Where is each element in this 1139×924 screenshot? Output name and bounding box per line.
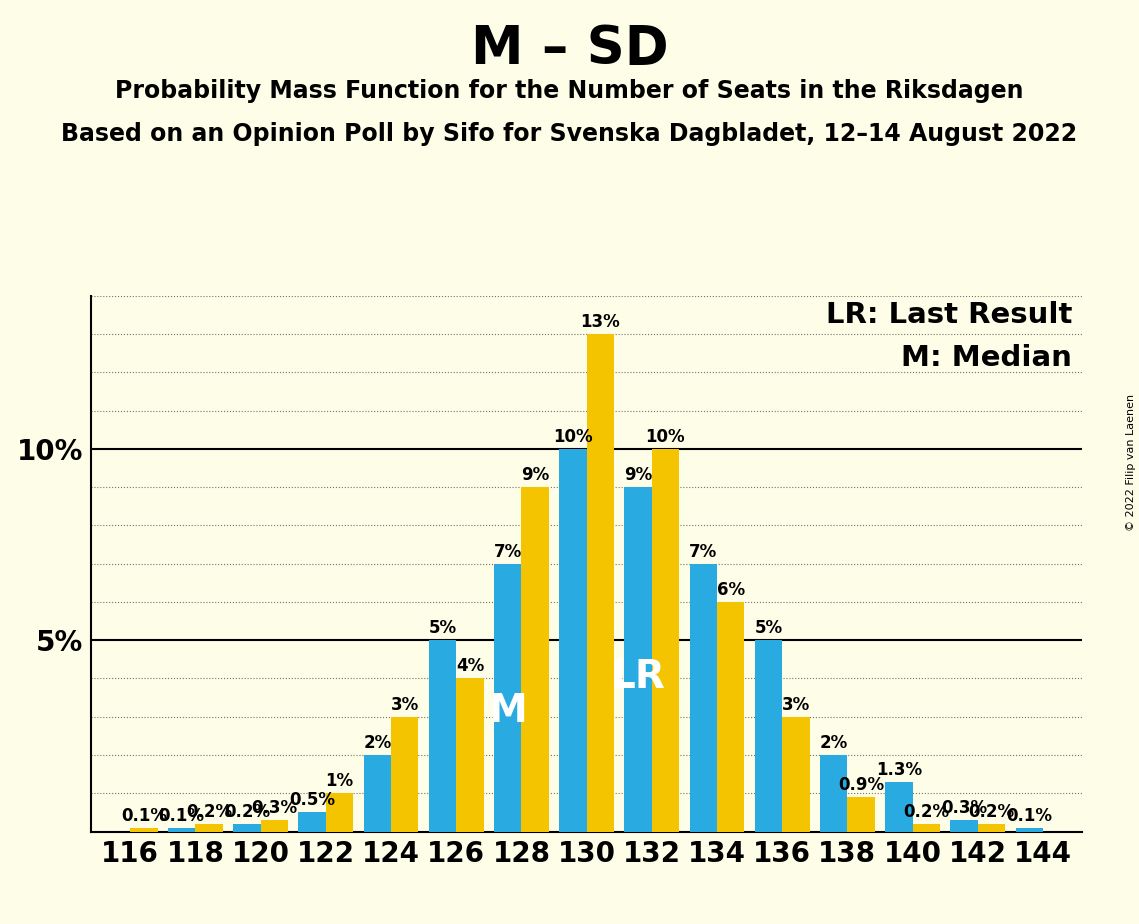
Bar xyxy=(130,828,157,832)
Text: 9%: 9% xyxy=(521,466,549,484)
Text: 6%: 6% xyxy=(716,581,745,599)
Text: 0.3%: 0.3% xyxy=(252,799,297,817)
Text: 2%: 2% xyxy=(820,734,847,752)
Text: 5%: 5% xyxy=(428,619,457,638)
Text: 10%: 10% xyxy=(646,428,686,445)
Bar xyxy=(716,602,745,832)
Text: LR: Last Result: LR: Last Result xyxy=(826,301,1072,329)
Text: LR: LR xyxy=(611,658,665,696)
Text: 0.2%: 0.2% xyxy=(903,803,949,821)
Text: 2%: 2% xyxy=(363,734,392,752)
Text: 1%: 1% xyxy=(326,772,353,790)
Text: 0.1%: 0.1% xyxy=(158,807,205,825)
Text: 13%: 13% xyxy=(581,313,620,331)
Bar xyxy=(782,717,810,832)
Bar xyxy=(1016,828,1043,832)
Text: Based on an Opinion Poll by Sifo for Svenska Dagbladet, 12–14 August 2022: Based on an Opinion Poll by Sifo for Sve… xyxy=(62,122,1077,146)
Bar xyxy=(912,824,940,832)
Text: 0.1%: 0.1% xyxy=(1006,807,1052,825)
Text: 1.3%: 1.3% xyxy=(876,760,921,779)
Bar xyxy=(298,812,326,832)
Bar xyxy=(522,487,549,832)
Text: 7%: 7% xyxy=(689,542,718,561)
Text: 0.1%: 0.1% xyxy=(121,807,167,825)
Bar xyxy=(847,797,875,832)
Text: 0.2%: 0.2% xyxy=(968,803,1015,821)
Text: 5%: 5% xyxy=(754,619,782,638)
Bar xyxy=(196,824,223,832)
Bar xyxy=(652,449,679,832)
Bar xyxy=(689,564,716,832)
Bar xyxy=(950,821,977,832)
Text: M: Median: M: Median xyxy=(901,344,1072,372)
Text: 3%: 3% xyxy=(781,696,810,713)
Bar xyxy=(391,717,418,832)
Bar xyxy=(261,821,288,832)
Bar xyxy=(587,334,614,832)
Bar xyxy=(885,782,912,832)
Text: 0.2%: 0.2% xyxy=(186,803,232,821)
Text: 3%: 3% xyxy=(391,696,419,713)
Text: 0.2%: 0.2% xyxy=(224,803,270,821)
Bar xyxy=(624,487,652,832)
Text: 0.3%: 0.3% xyxy=(941,799,988,817)
Text: M: M xyxy=(489,692,527,730)
Bar xyxy=(233,824,261,832)
Bar xyxy=(820,755,847,832)
Text: 9%: 9% xyxy=(624,466,653,484)
Bar xyxy=(457,678,484,832)
Text: 0.9%: 0.9% xyxy=(838,776,884,794)
Text: © 2022 Filip van Laenen: © 2022 Filip van Laenen xyxy=(1125,394,1136,530)
Text: 0.5%: 0.5% xyxy=(289,791,335,809)
Text: Probability Mass Function for the Number of Seats in the Riksdagen: Probability Mass Function for the Number… xyxy=(115,79,1024,103)
Bar xyxy=(755,640,782,832)
Bar xyxy=(428,640,457,832)
Text: 4%: 4% xyxy=(456,657,484,675)
Bar xyxy=(169,828,196,832)
Text: M – SD: M – SD xyxy=(470,23,669,75)
Bar xyxy=(977,824,1005,832)
Text: 7%: 7% xyxy=(493,542,522,561)
Bar xyxy=(363,755,391,832)
Bar xyxy=(559,449,587,832)
Bar xyxy=(494,564,522,832)
Bar xyxy=(326,794,353,832)
Text: 10%: 10% xyxy=(554,428,592,445)
